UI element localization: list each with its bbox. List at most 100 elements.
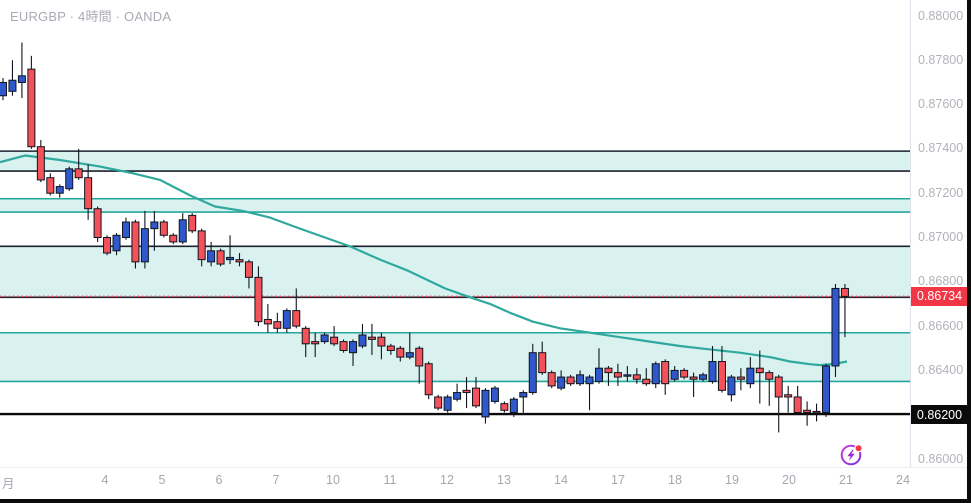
candle bbox=[121, 217, 130, 240]
candle bbox=[812, 403, 821, 422]
candle bbox=[207, 241, 216, 267]
candle bbox=[642, 368, 651, 386]
candle bbox=[670, 365, 679, 382]
candle bbox=[661, 359, 670, 395]
candle bbox=[557, 370, 566, 391]
candle bbox=[112, 233, 121, 256]
candle bbox=[576, 370, 585, 386]
candle bbox=[736, 368, 745, 391]
price-tick-label: 0.86600 bbox=[918, 318, 964, 333]
time-tick-label: 18 bbox=[668, 473, 682, 487]
candle bbox=[84, 164, 93, 220]
candle bbox=[490, 385, 499, 404]
candle bbox=[604, 365, 613, 386]
time-tick-label: 5 bbox=[158, 473, 166, 487]
candle bbox=[784, 385, 793, 413]
time-tick-label: 10 bbox=[326, 473, 340, 487]
candle bbox=[358, 323, 367, 349]
price-tick-label: 0.86800 bbox=[918, 274, 964, 289]
candle bbox=[415, 346, 424, 384]
price-axis[interactable]: 0.88000 0.87800 0.87600 0.87400 0.87200 0.870… bbox=[910, 0, 968, 467]
candle bbox=[822, 363, 831, 417]
price-band bbox=[0, 151, 910, 172]
candle bbox=[765, 370, 774, 406]
candle bbox=[831, 284, 840, 378]
candle bbox=[159, 219, 168, 238]
time-tick-label: 14 bbox=[554, 473, 568, 487]
time-tick-label: 11 bbox=[383, 473, 397, 487]
price-tick-label: 0.87000 bbox=[918, 230, 964, 244]
candle bbox=[46, 173, 55, 196]
candle bbox=[27, 55, 36, 149]
candle bbox=[367, 323, 376, 355]
candle bbox=[500, 401, 509, 413]
candle bbox=[774, 374, 783, 433]
candlestick-chart[interactable] bbox=[0, 0, 910, 467]
time-tick-label: 12 bbox=[440, 473, 454, 487]
candle bbox=[519, 390, 528, 415]
events-flash-icon[interactable] bbox=[838, 441, 865, 468]
price-band bbox=[0, 246, 910, 298]
candle bbox=[377, 332, 386, 360]
time-tick-label: 19 bbox=[725, 473, 739, 487]
candle bbox=[17, 42, 26, 98]
candle bbox=[235, 253, 244, 267]
candle bbox=[330, 326, 339, 347]
candle bbox=[349, 339, 358, 366]
candle bbox=[131, 219, 140, 269]
candle bbox=[65, 166, 74, 191]
price-band bbox=[0, 198, 910, 213]
candle bbox=[840, 284, 849, 338]
icon-ring bbox=[840, 444, 862, 466]
chart-canvas[interactable] bbox=[0, 0, 910, 467]
candle bbox=[386, 343, 395, 355]
candle bbox=[613, 363, 622, 386]
candle bbox=[689, 372, 698, 397]
candle bbox=[547, 370, 556, 389]
candle bbox=[93, 206, 102, 242]
candle bbox=[509, 396, 518, 417]
candle bbox=[405, 332, 414, 360]
time-tick-label: 20 bbox=[782, 473, 796, 487]
price-tick-label: 0.87400 bbox=[918, 141, 964, 156]
price-tick-label: 0.86400 bbox=[918, 362, 964, 377]
candle bbox=[55, 184, 64, 198]
window-bottom-edge bbox=[0, 499, 971, 503]
candle bbox=[339, 339, 348, 353]
candle bbox=[396, 346, 405, 362]
time-tick-label: 4 bbox=[101, 473, 109, 487]
candle bbox=[680, 368, 689, 380]
candle bbox=[150, 210, 159, 251]
candle bbox=[755, 350, 764, 404]
time-tick-label: 21 bbox=[839, 473, 853, 487]
candle bbox=[443, 394, 452, 413]
price-band bbox=[0, 332, 910, 382]
candle bbox=[8, 60, 17, 96]
candle bbox=[538, 341, 547, 375]
candle bbox=[103, 235, 112, 256]
time-tick-label: 7 bbox=[272, 473, 280, 487]
candle bbox=[699, 372, 708, 382]
candle bbox=[263, 303, 272, 333]
price-label-badge: 0.86200 bbox=[911, 405, 968, 425]
candle bbox=[216, 248, 225, 267]
candle bbox=[197, 228, 206, 267]
candle bbox=[453, 383, 462, 402]
candle bbox=[178, 213, 187, 245]
candle bbox=[727, 374, 736, 402]
time-axis[interactable]: 月 4 5 6 7 10 11 12 13 14 17 18 19 20 21 24 bbox=[0, 467, 967, 500]
price-tick-label: 0.87200 bbox=[918, 185, 964, 200]
candle bbox=[424, 361, 433, 400]
lightning-bolt-icon bbox=[847, 449, 855, 461]
candle bbox=[188, 213, 197, 234]
candle bbox=[140, 210, 149, 269]
candle bbox=[708, 346, 717, 384]
time-tick-label: 月 bbox=[2, 477, 15, 491]
time-tick-label: 17 bbox=[611, 473, 625, 487]
candle bbox=[254, 266, 263, 327]
candle bbox=[74, 148, 83, 180]
price-tick-label: 0.87600 bbox=[918, 97, 964, 112]
time-tick-label: 6 bbox=[215, 473, 223, 487]
candle bbox=[481, 388, 490, 424]
candle bbox=[282, 308, 291, 333]
